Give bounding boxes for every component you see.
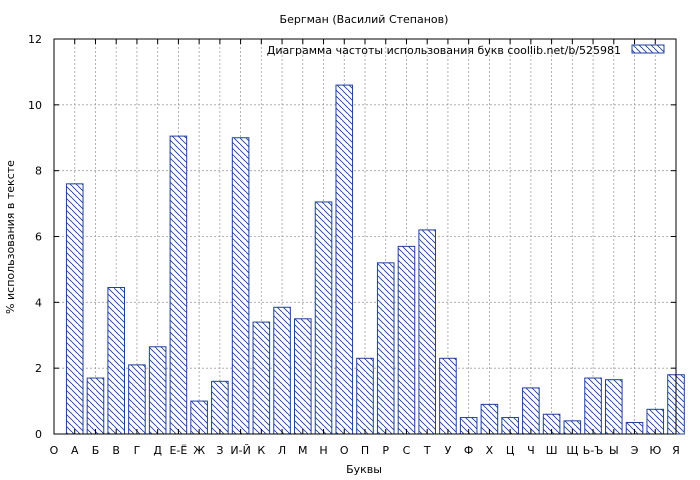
bar (397, 245, 416, 435)
x-tick-label: Т (423, 444, 431, 457)
bar (584, 377, 602, 435)
x-axis-label: Буквы (346, 463, 382, 476)
bar (148, 346, 167, 435)
x-tick-label: Л (278, 444, 286, 457)
bar (439, 357, 457, 435)
bar (211, 380, 229, 435)
bar (335, 84, 354, 435)
x-tick-label: Х (486, 444, 494, 457)
x-tick-label: Ь-Ъ (583, 444, 604, 457)
x-tick-label: Е-Ё (169, 444, 187, 457)
x-tick-label: И-Й (230, 444, 250, 457)
y-tick-label: 10 (28, 99, 42, 112)
x-tick-label: Ц (506, 444, 515, 457)
bars (65, 84, 685, 435)
x-tick-label: Б (92, 444, 100, 457)
x-tick-label: Р (382, 444, 389, 457)
y-tick-label: 0 (35, 428, 42, 441)
x-tick-label: К (257, 444, 265, 457)
y-tick-label: 2 (35, 362, 42, 375)
y-tick-label: 12 (28, 33, 42, 46)
legend-label: Диаграмма частоты использования букв coo… (267, 44, 621, 57)
bar (169, 135, 188, 435)
x-tick-label: О (340, 444, 349, 457)
y-tick-label: 8 (35, 165, 42, 178)
x-tick-label: З (216, 444, 223, 457)
bar (252, 321, 271, 435)
y-axis-label: % использования в тексте (4, 160, 17, 314)
x-tick-label: Щ (566, 444, 578, 457)
x-tick-label: Ж (193, 444, 205, 457)
bar (107, 287, 125, 435)
bar (294, 318, 312, 435)
x-tick-label: Э (631, 444, 639, 457)
x-tick-label: Я (672, 444, 680, 457)
bar (273, 306, 291, 435)
legend-swatch (631, 44, 665, 54)
bar (418, 229, 436, 435)
bar (86, 377, 105, 435)
bar (376, 262, 395, 435)
x-tick-label: Ы (609, 444, 619, 457)
x-tick-label: В (112, 444, 120, 457)
x-tick-label: М (298, 444, 308, 457)
x-tick-label: У (445, 444, 452, 457)
y-tick-label: 6 (35, 231, 42, 244)
bar (605, 379, 623, 435)
bar (65, 183, 84, 435)
x-tick-label: Д (153, 444, 162, 457)
chart-title: Бергман (Василий Степанов) (280, 13, 449, 26)
legend: Диаграмма частоты использования букв coo… (267, 44, 665, 57)
y-tick-label: 4 (35, 296, 42, 309)
x-tick-label: Ш (546, 444, 558, 457)
axes (53, 38, 677, 435)
bar (356, 357, 374, 435)
x-tick-label: Ф (464, 444, 473, 457)
x-tick-label: Ч (527, 444, 535, 457)
x-tick-label: Г (134, 444, 141, 457)
x-tick-label: Ю (649, 444, 661, 457)
x-tick-label: С (403, 444, 411, 457)
bar (128, 364, 146, 435)
bar (522, 387, 540, 435)
x-tick-label: О (50, 444, 59, 457)
x-tick-label: Н (319, 444, 327, 457)
x-tick-label: П (361, 444, 369, 457)
bar (231, 137, 250, 435)
x-tick-label: А (71, 444, 79, 457)
bar (314, 201, 333, 435)
